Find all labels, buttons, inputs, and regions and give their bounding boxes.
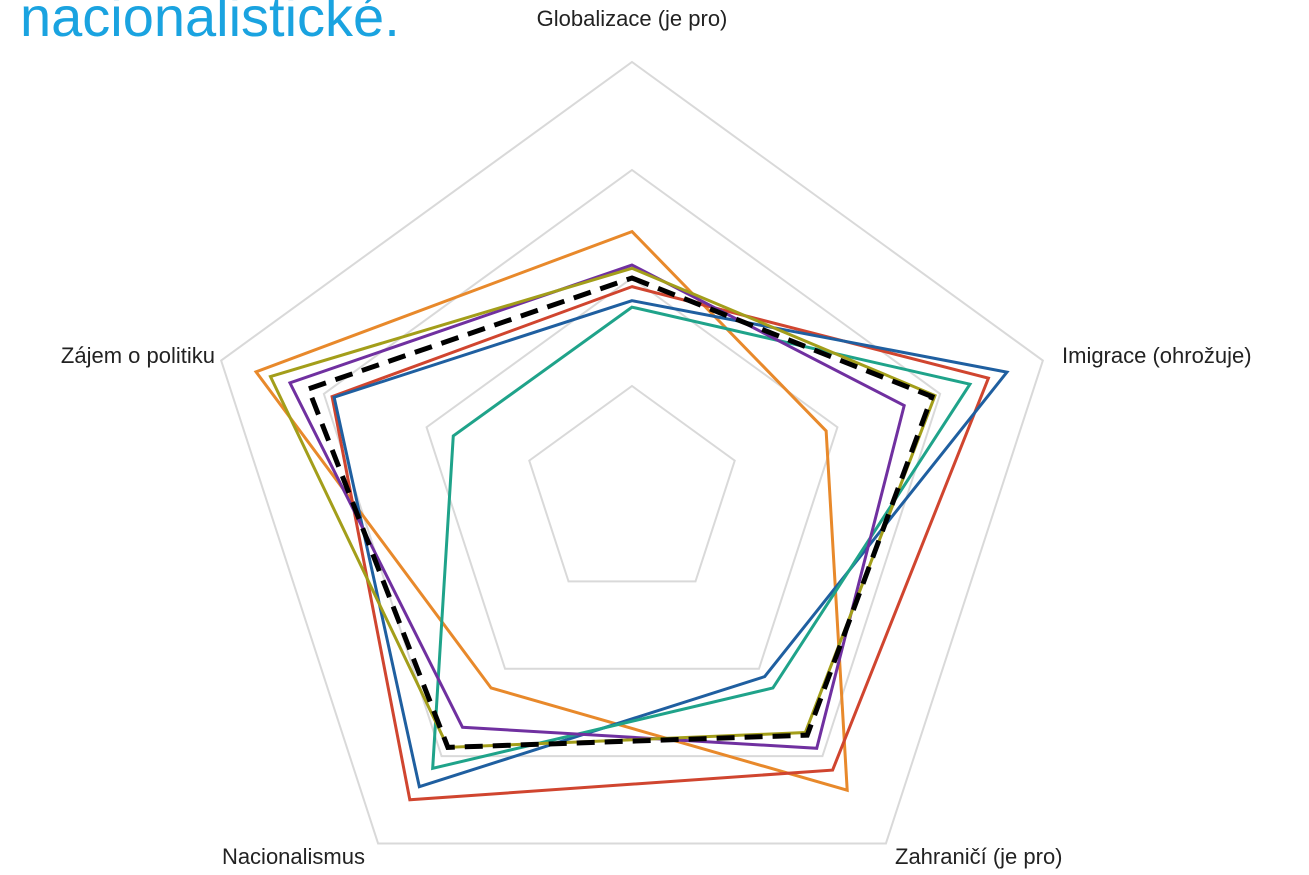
axis-label: Globalizace (je pro) — [537, 6, 728, 31]
grid-ring — [528, 384, 736, 583]
grid-ring — [219, 60, 1045, 845]
grid-ring — [322, 168, 942, 758]
chart-title: nacionalistické. — [20, 0, 400, 48]
axis-label: Zájem o politiku — [61, 343, 215, 368]
axis-label: Zahraničí (je pro) — [895, 844, 1063, 869]
axis-label: Imigrace (ohrožuje) — [1062, 343, 1252, 368]
series-line — [287, 263, 906, 750]
series-line — [431, 305, 973, 771]
series-line — [268, 266, 937, 749]
series-line — [305, 275, 936, 750]
grid-ring — [425, 276, 839, 670]
axis-label: Nacionalismus — [222, 844, 365, 869]
series-line — [330, 285, 991, 802]
